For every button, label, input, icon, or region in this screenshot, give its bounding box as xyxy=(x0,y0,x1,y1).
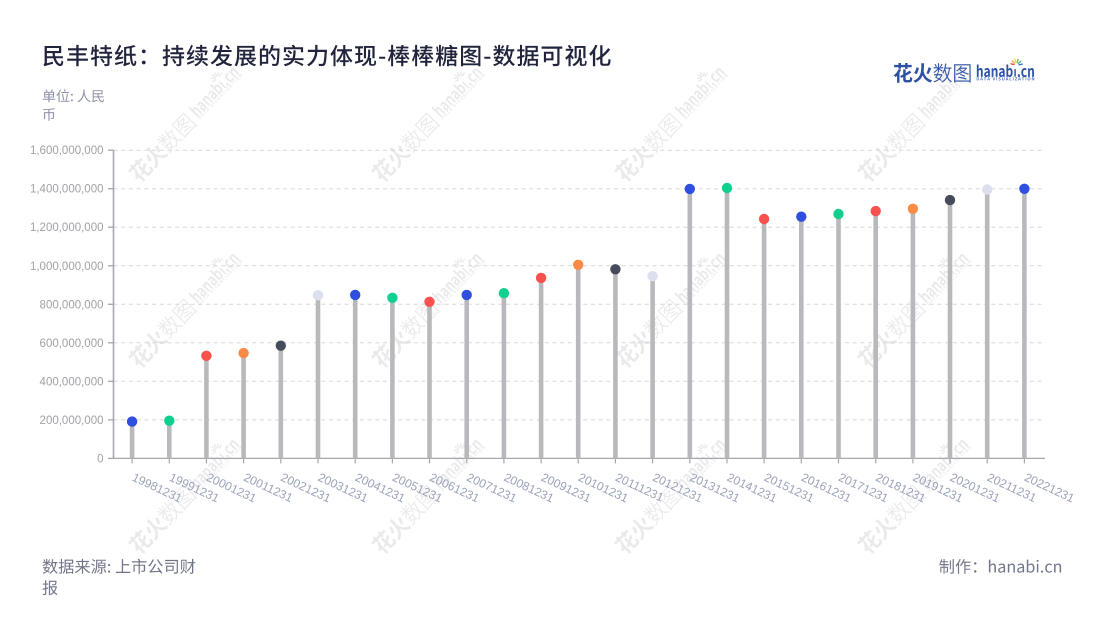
svg-text:600,000,000: 600,000,000 xyxy=(40,338,104,350)
svg-text:1,000,000,000: 1,000,000,000 xyxy=(30,261,104,273)
svg-text:400,000,000: 400,000,000 xyxy=(40,376,104,388)
svg-text:1,400,000,000: 1,400,000,000 xyxy=(30,184,104,196)
svg-text:0: 0 xyxy=(97,453,103,465)
svg-text:1,600,000,000: 1,600,000,000 xyxy=(30,145,104,157)
svg-text:1,200,000,000: 1,200,000,000 xyxy=(30,222,104,234)
svg-text:200,000,000: 200,000,000 xyxy=(40,415,104,427)
svg-text:800,000,000: 800,000,000 xyxy=(40,299,104,311)
